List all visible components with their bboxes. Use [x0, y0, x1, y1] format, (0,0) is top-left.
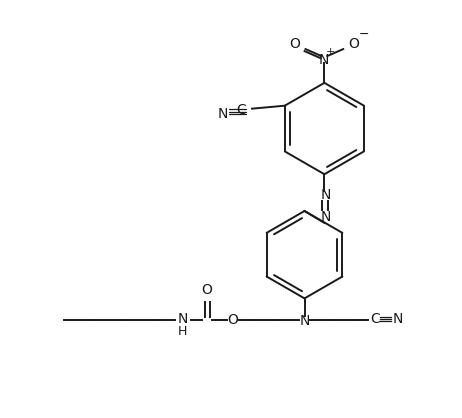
Text: O: O	[289, 37, 300, 51]
Text: +: +	[326, 47, 335, 57]
Text: N: N	[177, 312, 188, 326]
Text: N: N	[318, 53, 328, 67]
Text: N: N	[218, 107, 228, 121]
Text: O: O	[228, 313, 238, 327]
Text: C: C	[370, 312, 380, 326]
Text: N: N	[299, 314, 310, 328]
Text: O: O	[202, 283, 213, 298]
Text: O: O	[349, 37, 359, 51]
Text: N: N	[320, 210, 330, 224]
Text: N: N	[393, 312, 403, 326]
Text: C: C	[236, 103, 246, 117]
Text: N: N	[320, 188, 330, 202]
Text: H: H	[177, 325, 187, 338]
Text: −: −	[359, 28, 369, 41]
